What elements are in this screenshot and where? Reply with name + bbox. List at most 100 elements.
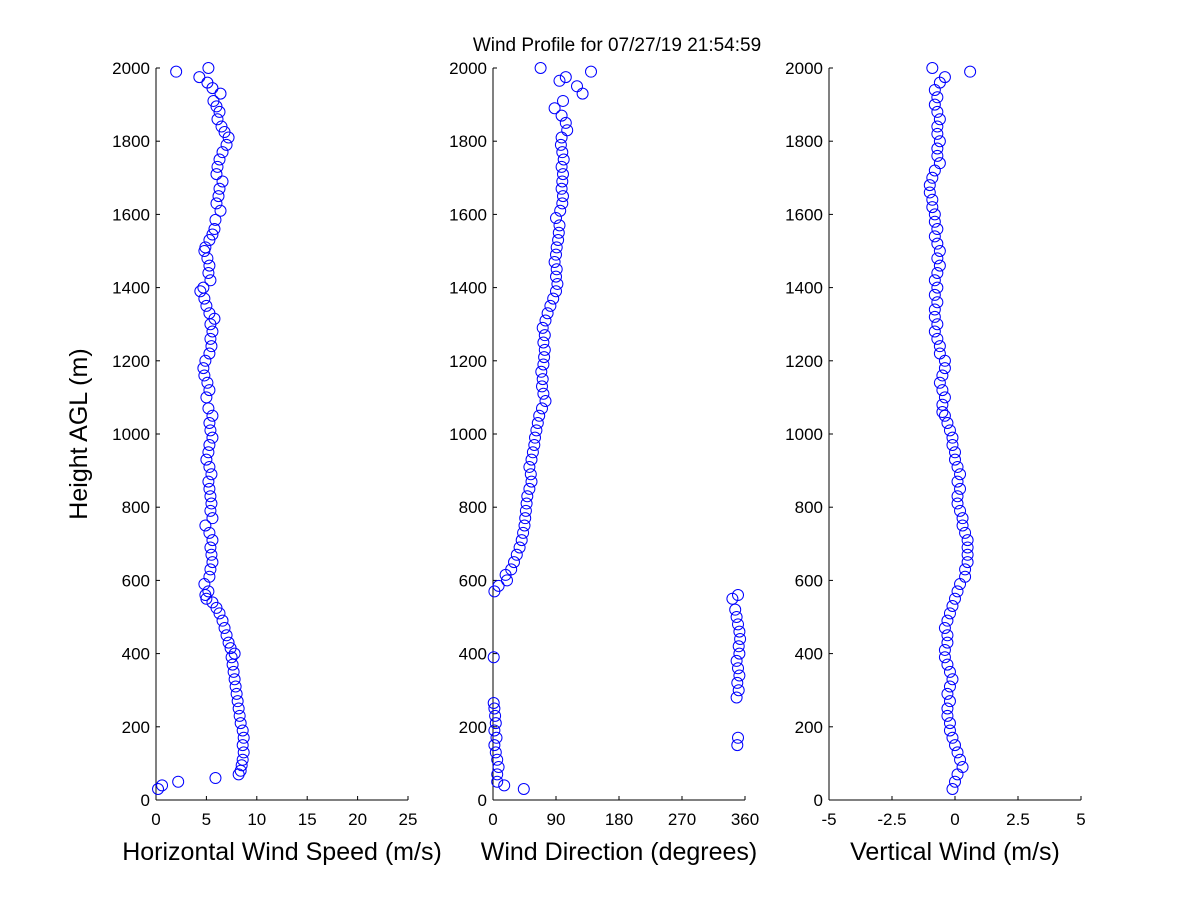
- data-point: [536, 373, 549, 386]
- y-tick-label: 1000: [112, 425, 150, 444]
- y-tick-label: 1800: [449, 132, 487, 151]
- data-point: [205, 468, 218, 481]
- data-point: [203, 438, 216, 451]
- y-tick-label: 1400: [112, 279, 150, 298]
- data-point: [941, 687, 954, 700]
- x-tick-label: 10: [247, 810, 266, 829]
- data-point: [928, 164, 941, 177]
- data-point: [938, 362, 951, 375]
- data-point: [931, 91, 944, 104]
- data-point: [202, 585, 215, 598]
- data-point: [552, 226, 565, 239]
- data-point: [548, 102, 561, 115]
- data-point: [236, 753, 249, 766]
- data-point: [956, 519, 969, 532]
- data-point: [492, 761, 505, 774]
- data-point: [520, 497, 533, 510]
- y-tick-label: 1800: [785, 132, 823, 151]
- data-point: [156, 779, 169, 792]
- data-point: [959, 563, 972, 576]
- data-point: [938, 391, 951, 404]
- data-point: [203, 347, 216, 360]
- data-point: [205, 340, 218, 353]
- data-point: [204, 274, 217, 287]
- data-point: [538, 351, 551, 364]
- data-point: [554, 138, 567, 151]
- data-point: [938, 643, 951, 656]
- data-point: [951, 497, 964, 510]
- data-point: [557, 190, 569, 203]
- data-point: [943, 680, 956, 693]
- data-point: [946, 438, 959, 451]
- x-axis-label: Vertical Wind (m/s): [850, 838, 1060, 866]
- data-point: [550, 285, 562, 298]
- data-point: [536, 380, 548, 393]
- data-point: [961, 548, 974, 561]
- data-point: [216, 146, 229, 159]
- data-point: [931, 223, 944, 236]
- x-tick-label: 0: [488, 810, 497, 829]
- y-tick-label: 1800: [112, 132, 150, 151]
- data-point: [211, 160, 224, 173]
- x-tick-label: 15: [298, 810, 317, 829]
- data-point: [533, 409, 546, 422]
- data-point: [961, 534, 974, 547]
- data-point: [538, 343, 551, 356]
- data-point: [928, 83, 941, 96]
- data-point: [536, 402, 548, 415]
- data-point: [936, 406, 949, 419]
- y-tick-label: 0: [478, 791, 487, 810]
- data-point: [530, 424, 543, 437]
- data-point: [523, 482, 536, 495]
- data-point: [941, 614, 954, 627]
- data-point: [554, 204, 567, 217]
- data-point: [202, 475, 215, 488]
- y-tick-label: 200: [795, 718, 823, 737]
- data-point: [555, 131, 568, 144]
- data-point: [949, 446, 961, 459]
- horizontal-wind-speed-panel: 0 200 400 600 800 1000 1200 1400 1600 1800 2000 0 5 1…: [65, 59, 442, 866]
- data-point: [550, 263, 563, 276]
- data-point: [943, 424, 956, 437]
- data-point: [946, 673, 959, 686]
- data-point: [544, 299, 557, 312]
- data-point: [732, 662, 744, 675]
- data-point: [539, 395, 552, 408]
- data-point: [553, 74, 566, 87]
- data-point: [731, 739, 744, 752]
- data-point: [928, 310, 941, 323]
- data-point: [936, 384, 949, 397]
- data-point: [203, 234, 216, 247]
- data-point: [954, 504, 967, 517]
- data-point: [954, 578, 967, 591]
- data-point: [519, 504, 532, 517]
- data-point: [933, 157, 946, 170]
- data-point: [571, 80, 583, 93]
- data-point: [938, 409, 951, 422]
- data-point: [949, 592, 961, 605]
- y-tick-label: 1200: [112, 352, 150, 371]
- data-point: [197, 362, 210, 375]
- y-tick-label: 1000: [449, 425, 487, 444]
- data-point: [206, 325, 219, 338]
- data-point: [954, 753, 967, 766]
- data-point: [926, 62, 939, 74]
- data-point: [556, 197, 569, 210]
- data-point: [203, 482, 216, 495]
- data-point: [513, 541, 526, 554]
- data-point: [199, 241, 212, 254]
- data-point: [733, 647, 746, 660]
- data-point: [210, 197, 223, 210]
- data-point: [204, 504, 217, 517]
- y-tick-label: 2000: [112, 59, 150, 78]
- data-point: [537, 336, 550, 349]
- data-point: [491, 775, 504, 788]
- data-point: [926, 201, 939, 214]
- data-point: [941, 658, 954, 671]
- data-point: [556, 175, 569, 188]
- y-tick-label: 1200: [785, 352, 823, 371]
- data-point: [931, 296, 944, 309]
- data-point: [951, 585, 964, 598]
- data-point: [206, 409, 219, 422]
- data-point: [236, 739, 249, 752]
